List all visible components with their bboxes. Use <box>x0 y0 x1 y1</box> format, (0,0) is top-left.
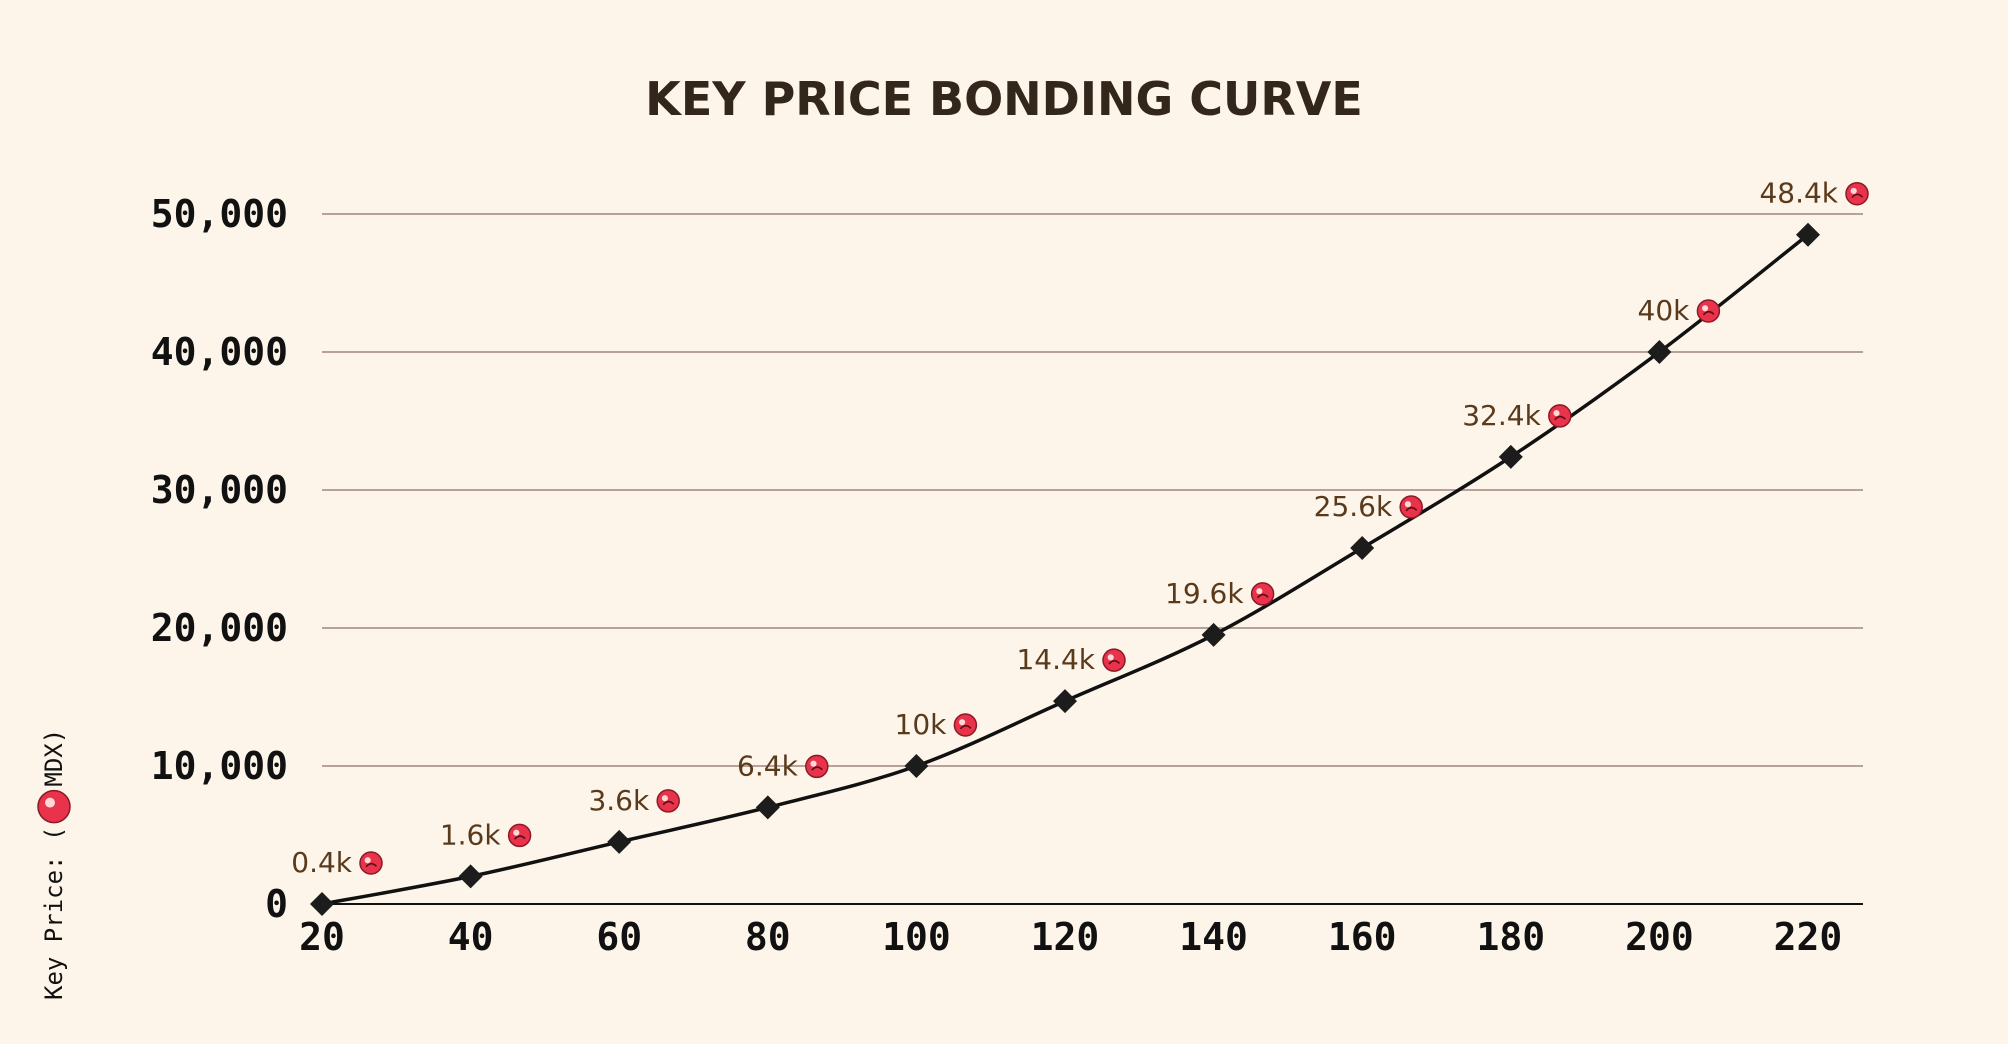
mdx-token-icon <box>507 823 532 848</box>
data-label-text: 1.6k <box>440 818 502 851</box>
data-label: 3.6k <box>588 784 680 817</box>
data-label-text: 25.6k <box>1314 490 1393 523</box>
data-label: 6.4k <box>737 749 829 782</box>
data-label: 40k <box>1638 294 1721 327</box>
data-label-text: 3.6k <box>588 784 650 817</box>
data-label-text: 0.4k <box>291 846 353 879</box>
mdx-token-icon <box>656 789 680 813</box>
y-tick-label: 0 <box>265 882 288 926</box>
data-label-text: 14.4k <box>1016 643 1095 676</box>
data-point-marker <box>1796 222 1820 247</box>
y-tick-label: 10,000 <box>151 744 288 788</box>
data-label: 10k <box>895 708 978 741</box>
data-point-marker <box>1201 622 1226 647</box>
mdx-token-icon <box>1250 582 1275 606</box>
y-tick-label: 30,000 <box>151 468 288 512</box>
mdx-token-icon <box>1102 648 1126 672</box>
data-label-text: 19.6k <box>1165 577 1244 610</box>
data-label-text: 40k <box>1638 294 1691 327</box>
mdx-token-icon <box>953 713 978 737</box>
y-axis-ticks: 0 10,000 20,000 30,000 40,000 50,000 <box>151 192 288 926</box>
mdx-token-icon <box>805 754 829 779</box>
data-label-text: 10k <box>895 708 948 741</box>
data-point-marker <box>904 754 929 778</box>
x-tick-label: 100 <box>882 915 951 959</box>
mdx-token-icon <box>1696 299 1721 323</box>
data-label: 25.6k <box>1314 490 1423 523</box>
x-tick-label: 220 <box>1774 915 1843 959</box>
data-label: 32.4k <box>1462 399 1572 432</box>
y-axis-label: Key Price: ( MDX) <box>37 729 71 1000</box>
data-label: 1.6k <box>440 818 532 851</box>
x-tick-label: 80 <box>745 915 791 959</box>
data-point-labels: 0.4k 1.6k 3.6k 6.4k 10k 14.4k 19.6k 25.6k 32.4k 4… <box>291 177 1869 879</box>
chart-title: KEY PRICE BONDING CURVE <box>645 72 1363 126</box>
x-tick-label: 20 <box>299 915 345 959</box>
mdx-token-icon <box>1548 404 1572 428</box>
data-point-marker <box>458 864 483 889</box>
data-point-marker <box>1498 444 1523 469</box>
x-tick-label: 120 <box>1031 915 1100 959</box>
x-tick-label: 160 <box>1328 915 1397 959</box>
data-point-marker <box>607 829 632 854</box>
data-label: 19.6k <box>1165 577 1275 610</box>
y-tick-label: 40,000 <box>151 330 288 374</box>
data-label: 14.4k <box>1016 643 1126 676</box>
mdx-token-icon <box>37 789 71 824</box>
x-tick-label: 200 <box>1625 915 1694 959</box>
data-point-marker <box>310 892 334 916</box>
x-tick-label: 60 <box>596 915 642 959</box>
data-point-marker <box>1053 689 1077 714</box>
data-label-text: 48.4k <box>1759 177 1838 210</box>
data-point-marker <box>1350 535 1375 560</box>
y-axis-label-unit: MDX) <box>40 729 68 787</box>
mdx-token-icon <box>359 851 383 875</box>
price-curve-line <box>321 233 1810 906</box>
y-axis-label-text: Key Price: ( <box>40 827 68 1000</box>
data-point-marker <box>1647 340 1672 364</box>
gridlines <box>322 213 1863 767</box>
data-label: 0.4k <box>291 846 383 879</box>
data-point-marker <box>755 795 780 820</box>
data-point-markers <box>310 222 1820 916</box>
x-tick-label: 40 <box>448 915 494 959</box>
x-tick-label: 180 <box>1476 915 1545 959</box>
data-label-text: 6.4k <box>737 749 799 782</box>
data-label: 48.4k <box>1759 177 1869 210</box>
data-label-text: 32.4k <box>1462 399 1541 432</box>
mdx-token-icon <box>1399 495 1423 519</box>
mdx-token-icon <box>1845 181 1869 206</box>
x-axis-ticks: 20 40 60 80 100 120 140 160 180 200 220 <box>299 915 1842 959</box>
x-tick-label: 140 <box>1179 915 1248 959</box>
y-tick-label: 20,000 <box>151 606 288 650</box>
y-tick-label: 50,000 <box>151 192 288 236</box>
